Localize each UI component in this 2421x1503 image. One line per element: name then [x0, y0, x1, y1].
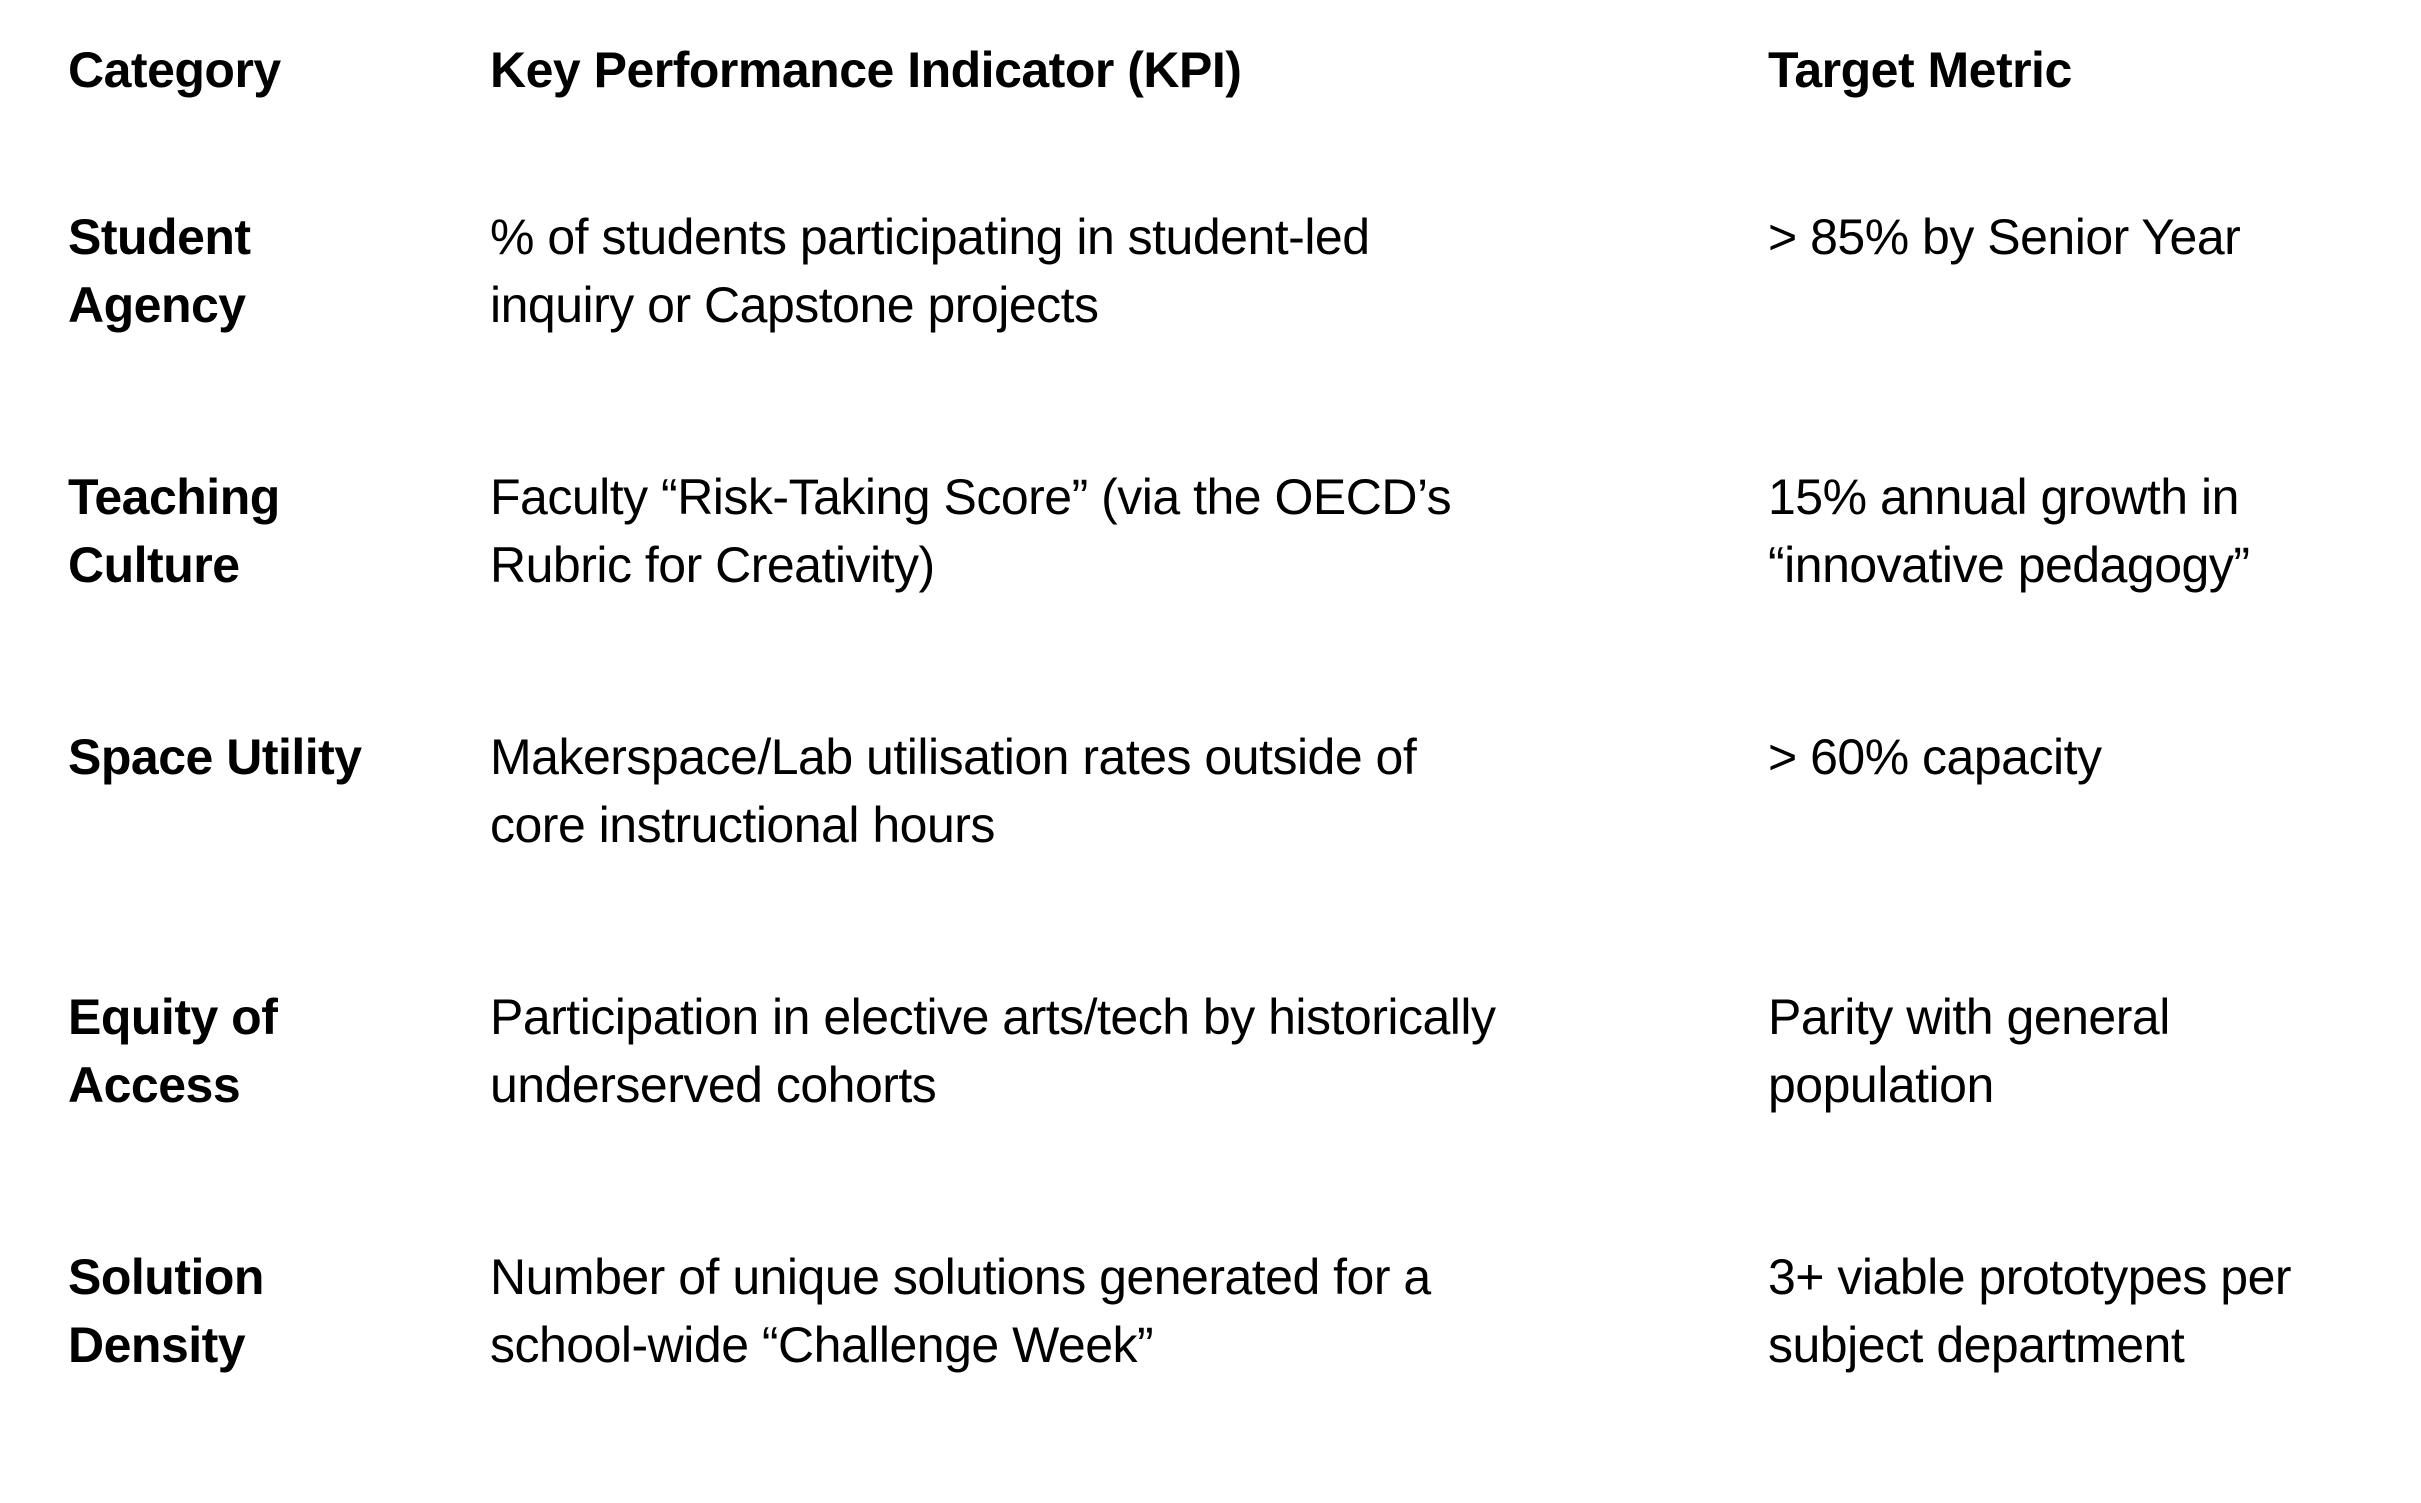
- row-kpi-equity-of-access: Participation in elective arts/tech by h…: [490, 989, 1496, 1113]
- row-category-teaching-culture: Teaching Culture: [68, 469, 280, 593]
- row-target-space-utility: > 60% capacity: [1768, 729, 2102, 785]
- row-category-space-utility: Space Utility: [68, 729, 362, 785]
- row-kpi-space-utility: Makerspace/Lab utilisation rates outside…: [490, 729, 1417, 853]
- row-category-equity-of-access: Equity of Access: [68, 989, 278, 1113]
- row-category-solution-density: Solution Density: [68, 1249, 264, 1373]
- row-kpi-teaching-culture: Faculty “Risk-Taking Score” (via the OEC…: [490, 469, 1452, 593]
- column-header-kpi: Key Performance Indicator (KPI): [490, 42, 1242, 98]
- row-target-solution-density: 3+ viable prototypes per subject departm…: [1768, 1249, 2292, 1373]
- column-header-target-metric: Target Metric: [1768, 42, 2072, 98]
- row-kpi-solution-density: Number of unique solutions generated for…: [490, 1249, 1431, 1373]
- row-target-student-agency: > 85% by Senior Year: [1768, 209, 2241, 265]
- column-header-category: Category: [68, 42, 281, 98]
- row-kpi-student-agency: % of students participating in student-l…: [490, 209, 1370, 333]
- row-target-equity-of-access: Parity with general population: [1768, 989, 2170, 1113]
- row-category-student-agency: Student Agency: [68, 209, 251, 333]
- row-target-teaching-culture: 15% annual growth in “innovative pedagog…: [1768, 469, 2250, 593]
